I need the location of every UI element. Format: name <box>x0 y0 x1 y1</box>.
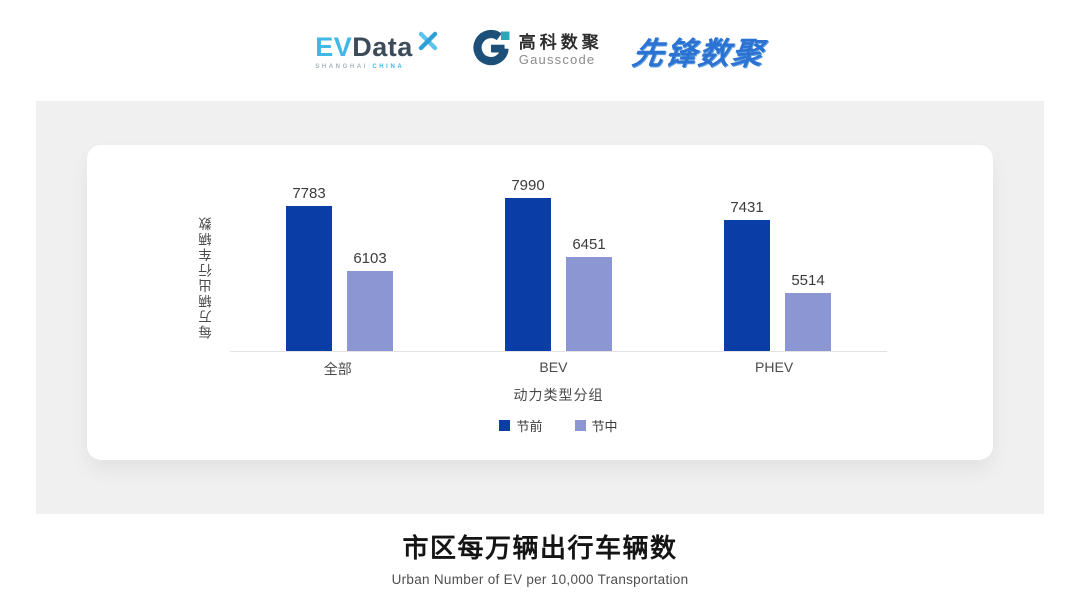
bar-column: 7990 <box>505 177 551 351</box>
gausscode-text: 高科数聚 Gausscode <box>518 32 603 68</box>
chart-title: 市区每万辆出行车辆数 <box>402 533 678 563</box>
gausscode-cn-text: 高科数聚 <box>518 32 603 52</box>
legend-label: 节前 <box>516 419 543 434</box>
plot-area: 7783 6103 7990 6451 7431 5514 <box>230 165 887 352</box>
chart-section-background: 每万辆出行车辆数 7783 6103 7990 6451 7431 5514 全部 BEV P… <box>36 101 1044 514</box>
evdata-shanghai-text: SHANGHAI <box>315 63 369 70</box>
gausscode-logo: 高科数聚 Gausscode <box>471 28 603 73</box>
evdata-subtext: SHANGHAI CHINA <box>315 64 413 70</box>
gausscode-g-icon <box>471 28 511 73</box>
bar-节中-PHEV <box>785 293 831 351</box>
legend-label: 节中 <box>591 419 618 434</box>
bar-column: 7431 <box>724 199 770 351</box>
xianfeng-logo: 先锋数聚 <box>629 36 767 71</box>
page-header: EV Data SHANGHAI CHINA <box>0 0 1080 101</box>
legend-item-节前: 节前 <box>499 416 543 435</box>
category-label-BEV: BEV <box>539 359 568 375</box>
chart-legend: 节前 节中 <box>230 416 887 435</box>
bar-value-label: 7990 <box>511 177 545 194</box>
bar-value-label: 6103 <box>353 250 387 267</box>
bar-节中-全部 <box>347 271 393 351</box>
legend-item-节中: 节中 <box>574 416 618 435</box>
category-label-全部: 全部 <box>323 361 352 377</box>
bar-column: 6103 <box>347 250 393 351</box>
bar-column: 6451 <box>566 236 612 351</box>
chart-card: 每万辆出行车辆数 7783 6103 7990 6451 7431 5514 全部 BEV P… <box>87 145 993 460</box>
footer-titles: 市区每万辆出行车辆数 Urban Number of EV per 10,000… <box>0 528 1080 587</box>
bar-value-label: 7431 <box>730 199 764 216</box>
evdata-data-text: Data <box>352 31 413 62</box>
bar-value-label: 7783 <box>292 185 326 202</box>
evdata-ev-text: EV <box>315 31 353 62</box>
bar-column: 5514 <box>785 272 831 351</box>
x-axis-title: 动力类型分组 <box>513 387 604 403</box>
bar-column: 7783 <box>286 185 332 351</box>
y-axis-label: 每万辆出行车辆数 <box>199 215 214 339</box>
gausscode-en-text: Gausscode <box>518 52 596 68</box>
evdata-logo: EV Data SHANGHAI CHINA <box>315 30 441 70</box>
category-label-PHEV: PHEV <box>755 359 794 375</box>
bar-group-全部: 7783 6103 <box>286 185 393 351</box>
bar-group-PHEV: 7431 5514 <box>724 199 831 351</box>
chart-subtitle: Urban Number of EV per 10,000 Transporta… <box>391 572 689 587</box>
bar-节前-全部 <box>286 206 332 351</box>
evdata-star-icon <box>417 30 439 57</box>
bar-节中-BEV <box>566 257 612 351</box>
category-labels: 全部 BEV PHEV <box>230 359 887 379</box>
evdata-wordmark: EV Data <box>315 32 413 63</box>
bar-group-BEV: 7990 6451 <box>505 177 612 351</box>
bar-value-label: 6451 <box>572 236 606 253</box>
bar-节前-BEV <box>505 198 551 351</box>
bar-value-label: 5514 <box>791 272 825 289</box>
bar-节前-PHEV <box>724 220 770 351</box>
legend-swatch-icon <box>499 420 511 431</box>
legend-swatch-icon <box>574 420 586 431</box>
evdata-china-text: CHINA <box>372 63 405 70</box>
